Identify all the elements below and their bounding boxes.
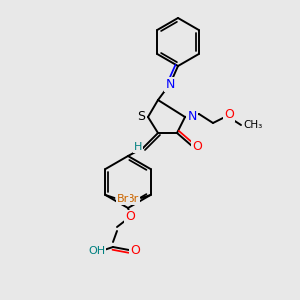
Text: O: O (130, 244, 140, 257)
Text: N: N (187, 110, 197, 124)
Text: Br: Br (126, 194, 139, 204)
Text: N: N (165, 77, 175, 91)
Text: Br: Br (117, 194, 130, 204)
Text: CH₃: CH₃ (243, 120, 262, 130)
Text: O: O (192, 140, 202, 154)
Text: O: O (125, 211, 135, 224)
Text: O: O (224, 107, 234, 121)
Text: H: H (134, 142, 142, 152)
Text: S: S (137, 110, 145, 124)
Text: OH: OH (88, 246, 106, 256)
